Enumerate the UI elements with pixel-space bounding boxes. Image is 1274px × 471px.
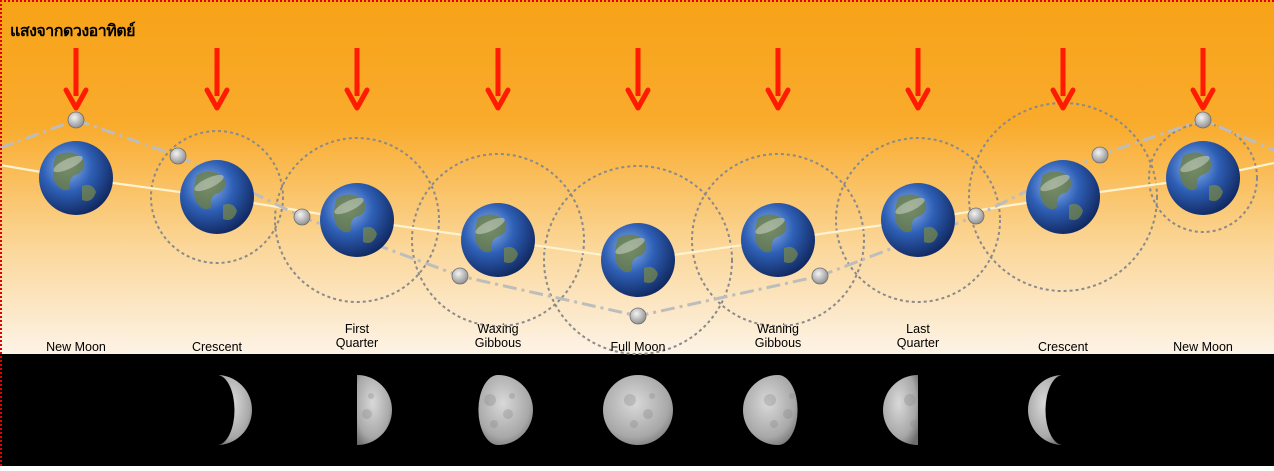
moon-orbit-loop <box>968 102 1158 292</box>
phase-label: Crescent <box>1003 340 1123 354</box>
phase-label: Waning Gibbous <box>718 322 838 350</box>
moon-phase-icon <box>1028 375 1063 445</box>
moon-icon <box>967 207 985 225</box>
earth-globe-icon <box>180 160 254 234</box>
phase-label-line1: Waning <box>757 322 799 336</box>
moon-icon <box>629 307 647 325</box>
sunlight-arrow-icon <box>905 48 931 111</box>
moon-icon <box>169 147 187 165</box>
moon-orbit-loop <box>150 130 284 264</box>
earth-globe-icon <box>461 203 535 277</box>
moon-phase-icon <box>217 375 252 445</box>
moon-icon <box>1091 146 1109 164</box>
phase-label-line1: Full Moon <box>610 340 666 354</box>
phase-label: Last Quarter <box>858 322 978 350</box>
moon-icon <box>293 208 311 226</box>
phase-label-line2: Gibbous <box>474 336 522 350</box>
moon-icon <box>67 111 85 129</box>
moon-icon <box>811 267 829 285</box>
phase-label: New Moon <box>1143 340 1263 354</box>
moon-phase-icon <box>743 375 798 445</box>
moon-orbit-loop <box>691 153 865 327</box>
phase-label-line2: Quarter <box>335 336 379 350</box>
moon-orbit-loop <box>543 165 733 355</box>
earth-globe-icon <box>39 141 113 215</box>
moon-icon <box>451 267 469 285</box>
sunlight-label: แสงจากดวงอาทิตย์ <box>10 21 136 40</box>
phase-label-line2: Quarter <box>896 336 940 350</box>
moon-orbit-loop <box>411 153 585 327</box>
phase-label-line2: Gibbous <box>754 336 802 350</box>
phase-label: First Quarter <box>297 322 417 350</box>
earth-globe-icon <box>601 223 675 297</box>
moon-phase-icon <box>357 375 392 445</box>
earth-globe-icon <box>881 183 955 257</box>
sunlight-arrow-icon <box>765 48 791 111</box>
earth-globe-icon <box>1166 141 1240 215</box>
sunlight-arrow-icon <box>344 48 370 111</box>
earth-globe-icon <box>1026 160 1100 234</box>
earth-globe-icon <box>320 183 394 257</box>
sunlight-arrow-icon <box>1190 48 1216 111</box>
sunlight-arrow-icon <box>63 48 89 111</box>
sunlight-arrow-icon <box>1050 48 1076 111</box>
phase-label: Crescent <box>157 340 277 354</box>
phase-label: Waxing Gibbous <box>438 322 558 350</box>
phase-label: New Moon <box>16 340 136 354</box>
earth-globe-icon <box>741 203 815 277</box>
moon-phase-icon <box>478 375 533 445</box>
moon-phase-icon <box>883 375 918 445</box>
phase-label-line1: Waxing <box>477 322 519 336</box>
sunlight-arrow-icon <box>625 48 651 111</box>
moon-orbit-loop <box>835 137 1001 303</box>
moon-phase-icon <box>603 375 673 445</box>
sunlight-arrow-icon <box>204 48 230 111</box>
moon-orbit-loop <box>274 137 440 303</box>
sunlight-arrow-icon <box>485 48 511 111</box>
moon-icon <box>1194 111 1212 129</box>
phase-label-line1: First <box>344 322 370 336</box>
phase-label-line1: Crescent <box>191 340 243 354</box>
phase-label-line1: Last <box>906 322 930 336</box>
phase-label-line1: New Moon <box>1173 340 1233 354</box>
phase-label-line1: New Moon <box>46 340 106 354</box>
phase-label-line1: Crescent <box>1037 340 1089 354</box>
phase-label: Full Moon <box>578 340 698 354</box>
